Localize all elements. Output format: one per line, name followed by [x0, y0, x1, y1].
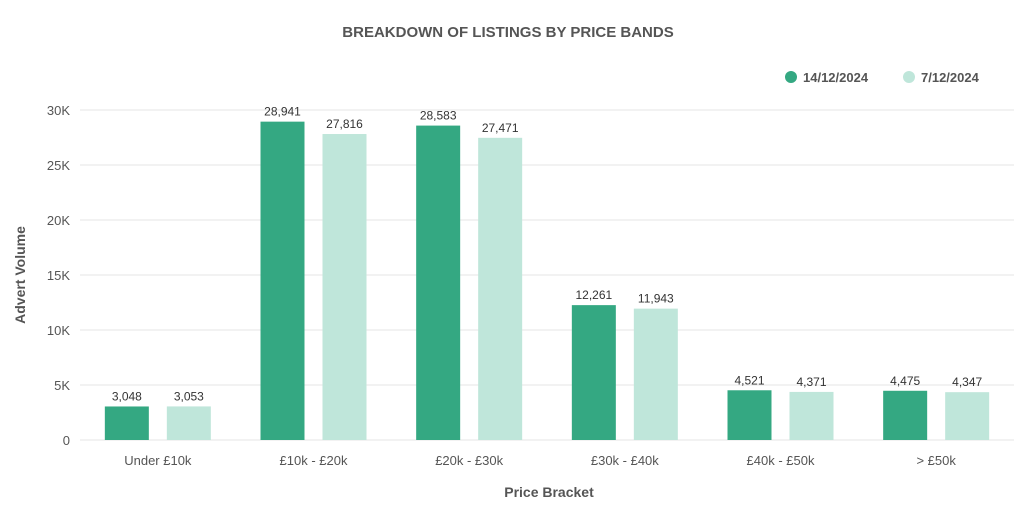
chart-title: BREAKDOWN OF LISTINGS BY PRICE BANDS — [342, 24, 673, 41]
x-tick-label: > £50k — [916, 453, 956, 468]
y-axis-title: Advert Volume — [12, 226, 28, 324]
data-label: 12,261 — [575, 288, 612, 302]
bar-series-2[interactable] — [166, 406, 211, 440]
x-tick-label: £30k - £40k — [591, 453, 659, 468]
bar-series-1[interactable] — [104, 406, 149, 440]
data-label: 4,347 — [952, 375, 982, 389]
legend-label: 7/12/2024 — [921, 70, 980, 85]
bar-series-1[interactable] — [727, 390, 772, 440]
y-tick-label: 15K — [47, 268, 70, 283]
legend[interactable]: 14/12/2024 7/12/2024 — [785, 70, 980, 85]
bar-series-2[interactable] — [633, 308, 678, 440]
x-tick-label: £20k - £30k — [435, 453, 503, 468]
y-tick-label: 0 — [63, 433, 70, 448]
x-tick-label: £40k - £50k — [747, 453, 815, 468]
bar-series-2[interactable] — [478, 137, 523, 440]
bar-series-1[interactable] — [571, 305, 616, 440]
legend-marker — [903, 71, 915, 83]
data-label: 27,471 — [482, 121, 519, 135]
data-label: 3,053 — [174, 389, 204, 403]
legend-label: 14/12/2024 — [803, 70, 869, 85]
bar-series-1[interactable] — [260, 121, 305, 441]
bar-series-2[interactable] — [322, 134, 367, 441]
x-axis-title: Price Bracket — [504, 484, 594, 500]
data-label: 27,816 — [326, 117, 363, 131]
data-label: 4,371 — [796, 375, 826, 389]
y-tick-label: 25K — [47, 158, 70, 173]
x-axis-ticks: Under £10k £10k - £20k £20k - £30k £30k - £… — [124, 453, 956, 468]
legend-marker — [785, 71, 797, 83]
data-label: 11,943 — [638, 292, 674, 306]
data-label: 4,475 — [890, 374, 920, 388]
x-tick-label: £10k - £20k — [280, 453, 348, 468]
y-axis-ticks: 0 5K 10K 15K 20K 25K 30K — [47, 103, 70, 448]
y-tick-label: 20K — [47, 213, 70, 228]
y-tick-label: 5K — [54, 378, 70, 393]
bar-series-2[interactable] — [945, 392, 990, 440]
legend-item[interactable]: 7/12/2024 — [903, 70, 980, 85]
data-label: 3,048 — [112, 389, 142, 403]
data-labels: 3,048 3,053 28,941 27,816 28,583 27,471 12,261… — [112, 105, 983, 404]
bar-series-1[interactable] — [883, 390, 928, 440]
bar-series-1[interactable] — [416, 125, 461, 440]
data-label: 28,583 — [420, 109, 457, 123]
data-label: 4,521 — [734, 373, 764, 387]
gridlines — [80, 109, 1014, 441]
y-tick-label: 10K — [47, 323, 70, 338]
bars — [104, 121, 990, 441]
data-label: 28,941 — [264, 105, 301, 119]
bar-series-2[interactable] — [789, 391, 834, 440]
y-tick-label: 30K — [47, 103, 70, 118]
x-tick-label: Under £10k — [124, 453, 192, 468]
legend-item[interactable]: 14/12/2024 — [785, 70, 869, 85]
